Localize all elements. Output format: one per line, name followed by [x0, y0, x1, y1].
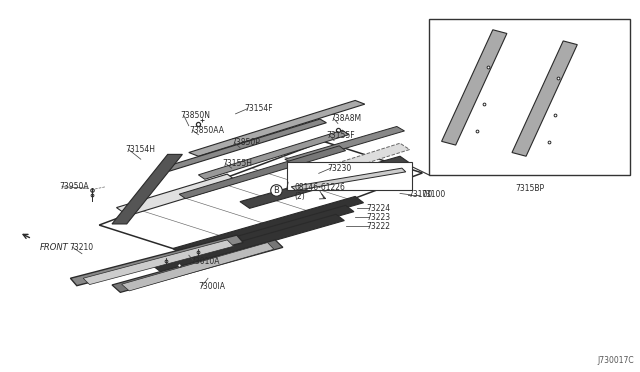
Text: 73222: 73222	[366, 222, 390, 231]
Text: (2): (2)	[294, 192, 305, 201]
Text: 73210: 73210	[69, 243, 93, 251]
Polygon shape	[116, 174, 238, 216]
Text: B: B	[273, 186, 280, 195]
Text: FRONT: FRONT	[40, 243, 68, 251]
Text: 73100: 73100	[421, 190, 445, 199]
Polygon shape	[173, 196, 364, 255]
Bar	[429, 19, 630, 175]
Polygon shape	[154, 214, 344, 273]
Polygon shape	[112, 240, 283, 292]
Polygon shape	[512, 41, 577, 156]
Text: 738A8M: 738A8M	[330, 114, 362, 123]
Polygon shape	[179, 146, 346, 199]
Polygon shape	[442, 30, 507, 145]
Polygon shape	[112, 154, 182, 224]
Text: 08146-61226: 08146-61226	[294, 183, 345, 192]
Text: 73224: 73224	[366, 204, 390, 213]
Text: 73850N: 73850N	[180, 111, 211, 120]
Text: 73010A: 73010A	[191, 257, 220, 266]
Text: 73100: 73100	[408, 190, 433, 199]
Polygon shape	[83, 240, 234, 285]
Polygon shape	[163, 119, 326, 171]
Polygon shape	[70, 235, 243, 286]
Text: 73154H: 73154H	[125, 145, 156, 154]
Text: 7300IA: 7300IA	[198, 282, 225, 291]
Text: 7315BP: 7315BP	[515, 184, 545, 193]
Polygon shape	[240, 156, 410, 208]
Text: J730017C: J730017C	[597, 356, 634, 365]
Bar	[287, 162, 412, 190]
Text: 73230: 73230	[328, 164, 352, 173]
Polygon shape	[163, 205, 354, 264]
Polygon shape	[288, 143, 410, 185]
Polygon shape	[189, 100, 365, 156]
Text: 73223: 73223	[366, 213, 390, 222]
Text: 73155H: 73155H	[223, 159, 253, 168]
Text: 73850AA: 73850AA	[189, 126, 225, 135]
Text: 73950A: 73950A	[59, 182, 88, 191]
Text: 73850P: 73850P	[232, 138, 260, 147]
Polygon shape	[99, 141, 422, 257]
Text: 73155F: 73155F	[326, 131, 355, 140]
Polygon shape	[122, 243, 274, 291]
Polygon shape	[198, 130, 349, 179]
Polygon shape	[285, 126, 404, 164]
Polygon shape	[291, 168, 406, 190]
Text: 73154F: 73154F	[244, 104, 273, 113]
